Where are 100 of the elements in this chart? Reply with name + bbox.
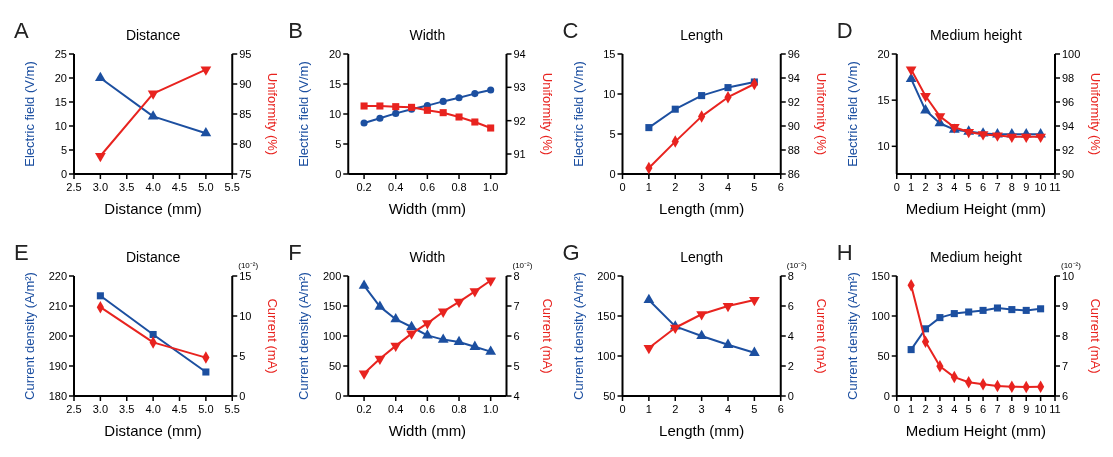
x-tick-label: 2: [672, 403, 679, 415]
point: [392, 109, 400, 117]
x-tick-label: 8: [1008, 403, 1015, 415]
point: [423, 106, 431, 114]
x-tick-label: 11: [1049, 403, 1061, 415]
y2-tick-label: 92: [1062, 143, 1075, 156]
x-tick-label: 1.0: [483, 181, 499, 193]
point: [200, 127, 212, 137]
x-tick-label: 7: [994, 403, 1001, 415]
y-axis-title: Current density (A/m²): [570, 272, 586, 400]
y-tick-label: 15: [877, 94, 890, 106]
x-axis-title: Length (mm): [659, 422, 745, 439]
x-tick-label: 2.5: [66, 403, 82, 415]
x-tick-label: 1: [645, 181, 652, 193]
x-tick-label: 0: [619, 181, 626, 193]
x-tick-label: 6: [980, 403, 987, 415]
point: [963, 128, 975, 139]
point: [390, 313, 402, 323]
y-tick-label: 150: [322, 299, 342, 312]
y2-axis-title: Current (mA): [1088, 298, 1103, 374]
y-tick-label: 210: [48, 299, 67, 312]
x-tick-label: 5: [751, 403, 758, 415]
y-axis-title: Current density (A/m²): [22, 272, 37, 400]
point: [453, 335, 465, 346]
x-tick-label: 0.2: [356, 403, 372, 415]
text: A: [14, 18, 29, 43]
x-tick-label: 0: [893, 181, 900, 193]
point: [360, 102, 368, 110]
point: [360, 119, 368, 127]
y-axis-title: Electric field (V/m): [296, 61, 312, 167]
x-axis-title: Width (mm): [388, 422, 467, 439]
point: [376, 114, 384, 122]
x-axis-title: Medium Height (mm): [905, 422, 1046, 439]
y-tick-label: 50: [329, 359, 342, 372]
y2-axis-title: Current (mA): [539, 298, 555, 374]
x-tick-label: 3.0: [92, 181, 109, 193]
y-tick-label: 10: [329, 107, 342, 120]
point: [724, 84, 732, 92]
point: [1008, 306, 1016, 314]
y2-axis-title: Current (mA): [265, 298, 281, 374]
x-tick-label: 2: [672, 181, 679, 193]
y2-tick-label: 80: [239, 137, 252, 150]
x-tick-label: 3: [936, 403, 943, 415]
y2-tick-label: 96: [1062, 95, 1075, 108]
y-tick-label: 0: [883, 389, 890, 402]
x-tick-label: 8: [1008, 181, 1015, 193]
y-axis-title: Electric field (V/m): [844, 61, 860, 167]
point: [993, 304, 1001, 312]
point: [905, 66, 917, 76]
x-tick-label: 5: [965, 403, 972, 415]
point: [422, 320, 433, 330]
x-tick-label: 0.4: [388, 403, 404, 415]
point: [471, 90, 479, 98]
x-tick-label: 4: [951, 181, 958, 193]
y-axis-title: Electric field (V/m): [22, 61, 37, 167]
point: [936, 314, 944, 322]
point: [722, 338, 734, 348]
point: [469, 340, 481, 350]
text: E: [14, 240, 29, 265]
text: (10⁻²): [786, 261, 807, 270]
point: [437, 308, 449, 318]
x-tick-label: 3: [936, 181, 943, 193]
point: [920, 92, 931, 103]
point: [696, 311, 707, 321]
point: [965, 308, 973, 316]
x-tick-label: 3.0: [92, 403, 109, 415]
point: [934, 113, 946, 123]
x-tick-label: 4.5: [171, 181, 188, 193]
y-tick-label: 150: [597, 309, 616, 322]
y-tick-label: 5: [335, 137, 342, 150]
point: [1037, 305, 1045, 313]
chart-title: Length: [680, 27, 724, 43]
y2-tick-label: 6: [787, 299, 794, 312]
x-tick-label: 4.0: [145, 403, 161, 415]
point: [722, 302, 734, 313]
point: [979, 306, 987, 314]
y2-tick-label: 6: [513, 329, 520, 342]
point: [643, 293, 655, 304]
y-axis-title: Current density (A/m²): [844, 272, 860, 400]
y-tick-label: 100: [322, 329, 342, 342]
point: [147, 90, 159, 100]
point: [376, 102, 384, 110]
x-tick-label: 5: [751, 181, 758, 193]
point: [390, 342, 402, 353]
point: [1006, 133, 1018, 143]
x-tick-label: 0.2: [356, 181, 372, 193]
x-tick-label: 0.6: [419, 181, 436, 193]
y2-tick-label: 7: [513, 299, 520, 312]
x-tick-label: 0.8: [451, 403, 467, 415]
chart-title: Distance: [125, 27, 181, 43]
x-tick-label: 2: [922, 181, 929, 193]
point: [749, 346, 760, 356]
x-tick-label: 5.5: [224, 181, 240, 193]
x-tick-label: 0: [893, 403, 900, 415]
x-tick-label: 4: [724, 403, 732, 415]
y2-tick-label: 8: [513, 269, 520, 282]
point: [1020, 133, 1032, 143]
y2-tick-label: 90: [239, 77, 252, 90]
x-tick-label: 5.5: [224, 403, 240, 415]
text: B: [288, 18, 303, 43]
